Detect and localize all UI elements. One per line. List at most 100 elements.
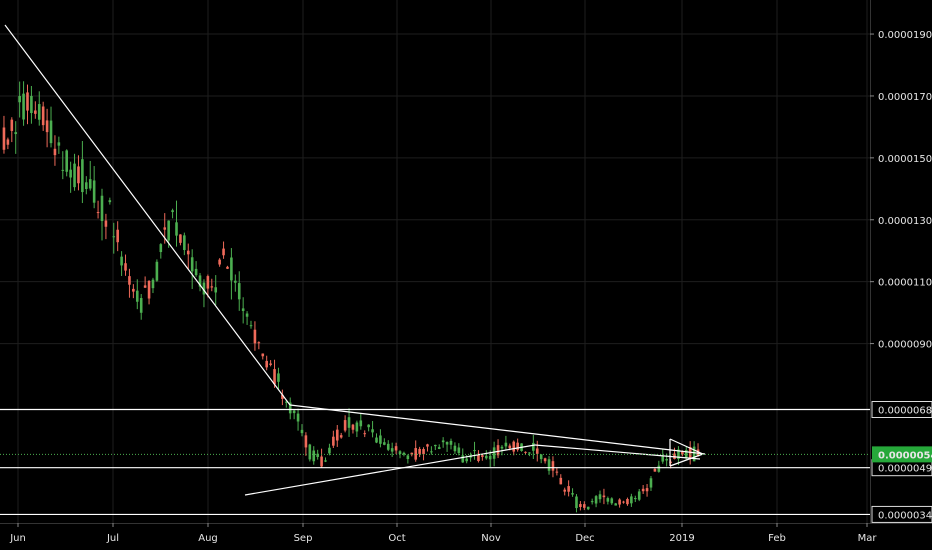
candle-body (124, 263, 127, 271)
time-axis: Jun Jul Aug Sep Oct Nov Dec 2019 Feb Mar (9, 523, 877, 544)
candle-body (445, 441, 449, 445)
candle-body (214, 287, 218, 293)
grid-lines (0, 0, 870, 523)
candle-body (85, 182, 88, 190)
candle-body (410, 452, 414, 455)
candle-body (571, 493, 574, 495)
candle-body (359, 420, 363, 427)
candlestick-series (2, 81, 700, 513)
candle-body (77, 166, 80, 184)
candle-body (206, 276, 210, 289)
trendline (669, 438, 704, 455)
candle-body (394, 446, 398, 451)
candle-body (590, 501, 594, 503)
level-tag (871, 401, 932, 418)
x-tick-label: Dec (575, 533, 594, 544)
candle-body (622, 501, 625, 503)
candle-body (579, 504, 582, 507)
candle-body (273, 369, 276, 385)
candle-body (249, 325, 253, 327)
x-tick-label: Oct (388, 533, 405, 544)
candle-body (637, 491, 641, 500)
x-tick-label: Jun (9, 533, 26, 544)
candle-body (218, 259, 221, 265)
candle-body (120, 256, 123, 266)
candle-body (383, 442, 386, 445)
candle-body (143, 285, 147, 288)
candle-body (241, 308, 245, 311)
candle-body (461, 455, 465, 463)
candle-body (81, 159, 84, 193)
candle-body (488, 455, 492, 460)
candle-body (198, 275, 202, 287)
candle-body (512, 441, 516, 452)
x-tick-label: Sep (294, 533, 313, 544)
candle-body (500, 446, 504, 449)
candle-body (386, 443, 390, 450)
candle-body (316, 453, 319, 457)
candle-body (183, 235, 186, 251)
candle-body (567, 486, 570, 492)
candle-body (477, 453, 480, 462)
candle-body (324, 460, 327, 462)
candle-body (155, 261, 159, 281)
candle-body (226, 266, 229, 269)
candle-body (402, 452, 406, 455)
y-tick-label: 0.00000900 (878, 340, 932, 351)
candle-body (179, 234, 182, 243)
x-tick-label: Nov (481, 533, 501, 544)
candle-body (320, 456, 323, 467)
candle-body (665, 459, 668, 461)
current-price-tag (872, 446, 932, 463)
candle-body (657, 465, 661, 472)
candle-body (257, 342, 261, 344)
candle-body (45, 120, 49, 133)
candle-body (281, 394, 284, 399)
level-tag-label: 0.00000348 (878, 510, 932, 521)
candle-body (375, 437, 378, 443)
candle-body (363, 433, 367, 435)
candle-body (492, 447, 496, 459)
candle-body (88, 179, 92, 189)
candle-body (583, 504, 586, 508)
candle-body (202, 282, 206, 295)
candle-body (210, 286, 214, 288)
candle-body (108, 200, 112, 203)
trendline-drawings (4, 24, 706, 496)
candle-body (151, 279, 155, 289)
level-tag-label: 0.00000687 (878, 406, 932, 417)
x-tick-label: Mar (858, 533, 878, 544)
trendline (669, 453, 704, 467)
candle-body (6, 139, 10, 145)
candle-body (53, 148, 57, 156)
candle-body (414, 448, 418, 460)
candle-body (418, 448, 421, 454)
candle-body (539, 454, 543, 460)
candle-body (630, 496, 633, 504)
candle-body (296, 413, 300, 422)
candle-body (528, 452, 531, 454)
candle-body (618, 499, 621, 505)
candle-body (379, 435, 382, 444)
candle-body (649, 478, 653, 488)
candle-body (367, 424, 370, 428)
candle-body (167, 220, 170, 241)
candle-body (626, 498, 629, 505)
candle-body (332, 436, 335, 446)
candle-body (300, 429, 304, 434)
candle-body (457, 447, 461, 454)
candle-body (355, 422, 359, 432)
candle-body (586, 506, 590, 510)
horizontal-levels: 0.00000687 0.00000499 0.00000348 0.00000542 (0, 401, 932, 523)
candle-body (57, 142, 61, 146)
candle-body (681, 451, 684, 455)
candle-body (610, 498, 614, 504)
candle-body (288, 402, 292, 414)
candle-body (532, 442, 535, 451)
candle-body (437, 447, 441, 449)
candle-body (398, 451, 402, 454)
